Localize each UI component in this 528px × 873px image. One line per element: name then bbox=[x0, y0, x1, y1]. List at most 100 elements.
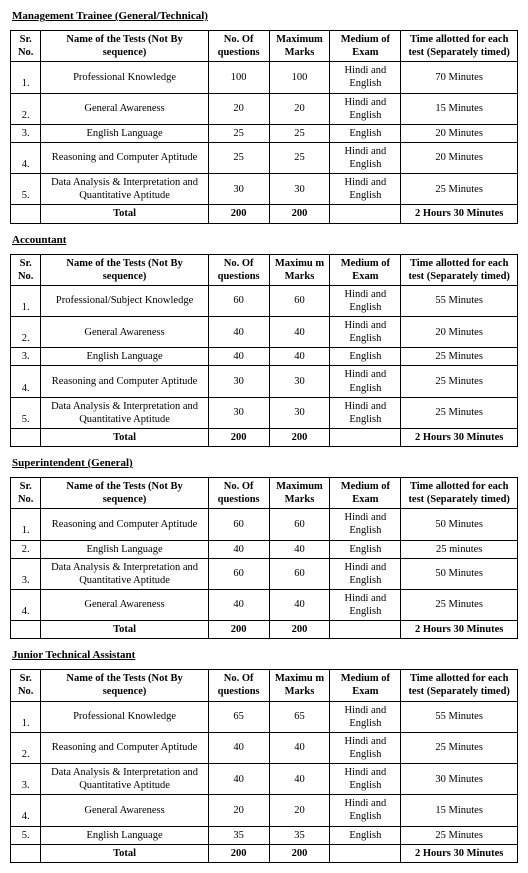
cell-name: Professional/Subject Knowledge bbox=[41, 285, 208, 316]
section-title: Junior Technical Assistant bbox=[12, 649, 518, 661]
table-row: 4.General Awareness2020Hindi and English… bbox=[11, 795, 518, 826]
cell-questions: 40 bbox=[208, 732, 269, 763]
cell-medium: Hindi and English bbox=[330, 317, 401, 348]
cell-marks: 20 bbox=[269, 795, 330, 826]
cell-marks: 40 bbox=[269, 732, 330, 763]
table-row: 3.Data Analysis & Interpretation and Qua… bbox=[11, 558, 518, 589]
section-title: Accountant bbox=[12, 234, 518, 246]
table-row: 2.General Awareness4040Hindi and English… bbox=[11, 317, 518, 348]
cell-sr: 1. bbox=[11, 62, 41, 93]
table-row: 4.Reasoning and Computer Aptitude3030Hin… bbox=[11, 366, 518, 397]
header-sr: Sr. No. bbox=[11, 31, 41, 62]
cell-name: Data Analysis & Interpretation and Quant… bbox=[41, 174, 208, 205]
cell-name: Data Analysis & Interpretation and Quant… bbox=[41, 397, 208, 428]
table-row: 2.Reasoning and Computer Aptitude4040Hin… bbox=[11, 732, 518, 763]
cell-medium: Hindi and English bbox=[330, 795, 401, 826]
exam-table: Sr. No.Name of the Tests (Not By sequenc… bbox=[10, 30, 518, 224]
table-row: 4.General Awareness4040Hindi and English… bbox=[11, 589, 518, 620]
header-medium: Medium of Exam bbox=[330, 478, 401, 509]
cell-name: General Awareness bbox=[41, 795, 208, 826]
cell-questions: 20 bbox=[208, 93, 269, 124]
cell-questions: 25 bbox=[208, 142, 269, 173]
table-row: 1.Professional/Subject Knowledge6060Hind… bbox=[11, 285, 518, 316]
header-name: Name of the Tests (Not By sequence) bbox=[41, 31, 208, 62]
cell-marks: 30 bbox=[269, 174, 330, 205]
cell-sr: 3. bbox=[11, 124, 41, 142]
cell-total-q: 200 bbox=[208, 428, 269, 446]
cell-medium: English bbox=[330, 124, 401, 142]
cell-time: 15 Minutes bbox=[401, 93, 518, 124]
cell-total-q: 200 bbox=[208, 844, 269, 862]
cell-marks: 30 bbox=[269, 397, 330, 428]
cell-name: English Language bbox=[41, 348, 208, 366]
cell-sr: 4. bbox=[11, 366, 41, 397]
cell-total-m: 200 bbox=[269, 428, 330, 446]
table-row: 4.Reasoning and Computer Aptitude2525Hin… bbox=[11, 142, 518, 173]
cell-name: Reasoning and Computer Aptitude bbox=[41, 142, 208, 173]
cell-total-time: 2 Hours 30 Minutes bbox=[401, 428, 518, 446]
cell-sr bbox=[11, 205, 41, 223]
cell-total-m: 200 bbox=[269, 205, 330, 223]
cell-questions: 35 bbox=[208, 826, 269, 844]
cell-medium: Hindi and English bbox=[330, 174, 401, 205]
cell-medium: Hindi and English bbox=[330, 142, 401, 173]
cell-sr: 3. bbox=[11, 348, 41, 366]
header-medium: Medium of Exam bbox=[330, 254, 401, 285]
document-root: Management Trainee (General/Technical)Sr… bbox=[10, 10, 518, 863]
cell-medium: Hindi and English bbox=[330, 701, 401, 732]
cell-sr: 1. bbox=[11, 509, 41, 540]
cell-time: 20 Minutes bbox=[401, 317, 518, 348]
cell-questions: 60 bbox=[208, 285, 269, 316]
cell-marks: 40 bbox=[269, 317, 330, 348]
table-row: 3.Data Analysis & Interpretation and Qua… bbox=[11, 764, 518, 795]
table-row: 2.General Awareness2020Hindi and English… bbox=[11, 93, 518, 124]
cell-time: 25 Minutes bbox=[401, 589, 518, 620]
table-row: 3.English Language2525English20 Minutes bbox=[11, 124, 518, 142]
cell-questions: 60 bbox=[208, 558, 269, 589]
cell-questions: 40 bbox=[208, 589, 269, 620]
cell-questions: 65 bbox=[208, 701, 269, 732]
cell-name: English Language bbox=[41, 826, 208, 844]
header-questions: No. Of questions bbox=[208, 31, 269, 62]
cell-sr: 5. bbox=[11, 397, 41, 428]
exam-table: Sr. No.Name of the Tests (Not By sequenc… bbox=[10, 254, 518, 448]
cell-total-med bbox=[330, 844, 401, 862]
cell-marks: 65 bbox=[269, 701, 330, 732]
table-row: 1.Professional Knowledge6565Hindi and En… bbox=[11, 701, 518, 732]
cell-name: Professional Knowledge bbox=[41, 62, 208, 93]
table-row: 5.Data Analysis & Interpretation and Qua… bbox=[11, 397, 518, 428]
table-row: 1.Professional Knowledge100100Hindi and … bbox=[11, 62, 518, 93]
section-title: Superintendent (General) bbox=[12, 457, 518, 469]
cell-sr: 2. bbox=[11, 732, 41, 763]
cell-name: Data Analysis & Interpretation and Quant… bbox=[41, 764, 208, 795]
header-marks: Maximum Marks bbox=[269, 31, 330, 62]
cell-sr: 2. bbox=[11, 540, 41, 558]
cell-medium: Hindi and English bbox=[330, 366, 401, 397]
cell-time: 50 Minutes bbox=[401, 558, 518, 589]
cell-sr: 3. bbox=[11, 764, 41, 795]
cell-marks: 60 bbox=[269, 285, 330, 316]
cell-marks: 60 bbox=[269, 509, 330, 540]
cell-total-time: 2 Hours 30 Minutes bbox=[401, 621, 518, 639]
table-row: 5.Data Analysis & Interpretation and Qua… bbox=[11, 174, 518, 205]
header-questions: No. Of questions bbox=[208, 478, 269, 509]
cell-time: 25 minutes bbox=[401, 540, 518, 558]
cell-medium: English bbox=[330, 826, 401, 844]
cell-medium: Hindi and English bbox=[330, 285, 401, 316]
cell-time: 25 Minutes bbox=[401, 366, 518, 397]
total-row: Total2002002 Hours 30 Minutes bbox=[11, 428, 518, 446]
cell-total-med bbox=[330, 428, 401, 446]
cell-sr: 4. bbox=[11, 589, 41, 620]
cell-time: 55 Minutes bbox=[401, 285, 518, 316]
cell-time: 20 Minutes bbox=[401, 124, 518, 142]
table-row: 1.Reasoning and Computer Aptitude6060Hin… bbox=[11, 509, 518, 540]
cell-questions: 25 bbox=[208, 124, 269, 142]
cell-medium: Hindi and English bbox=[330, 764, 401, 795]
cell-time: 25 Minutes bbox=[401, 826, 518, 844]
table-row: 5.English Language3535English25 Minutes bbox=[11, 826, 518, 844]
cell-medium: Hindi and English bbox=[330, 93, 401, 124]
cell-total-m: 200 bbox=[269, 621, 330, 639]
cell-sr: 5. bbox=[11, 174, 41, 205]
cell-total-time: 2 Hours 30 Minutes bbox=[401, 844, 518, 862]
cell-time: 50 Minutes bbox=[401, 509, 518, 540]
